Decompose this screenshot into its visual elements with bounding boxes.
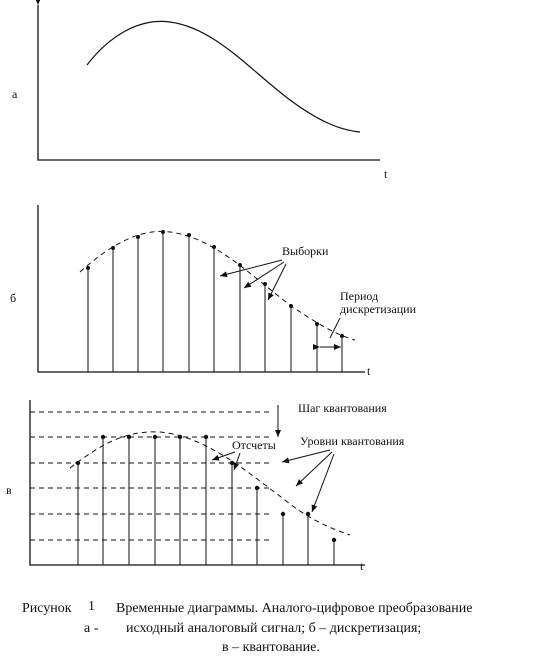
sample-dot	[315, 322, 319, 326]
panel-b: б t Выборки Период дискретизации	[10, 205, 417, 378]
caption-figure: Рисунок	[22, 601, 72, 616]
axis-label: t	[367, 364, 371, 378]
sample-dot	[331, 537, 337, 543]
caption-line: исходный аналоговый сигнал; б – дискрети…	[126, 621, 421, 636]
caption-title: Временные диаграммы. Аналого-цифровое пр…	[116, 601, 472, 616]
sample-dot	[161, 230, 165, 234]
axes	[37, 205, 365, 373]
sample-dot	[100, 434, 106, 440]
levels-label: Уровни квантования	[300, 434, 405, 448]
period-label: Период	[340, 289, 378, 303]
axes	[29, 400, 365, 566]
caption-part-a: а -	[84, 621, 99, 636]
label: в	[6, 483, 12, 497]
sample-dot	[212, 245, 216, 249]
period-label: дискретизации	[340, 302, 417, 316]
caption-number: 1	[88, 599, 95, 614]
signal	[86, 20, 361, 133]
panel-c: в t Шаг квантования Отсчеты Уровни квант…	[6, 400, 405, 573]
sample-dot	[187, 233, 191, 237]
sample-dot	[289, 304, 293, 308]
sample-dot	[229, 460, 235, 466]
sample-dot	[177, 434, 183, 440]
sample-dot	[152, 434, 158, 440]
sample-dot	[238, 263, 242, 267]
panel-a: а t	[12, 0, 388, 181]
sample-dot	[111, 246, 115, 250]
sample-dot	[203, 434, 209, 440]
label: а	[12, 87, 18, 101]
sample-dot	[254, 485, 260, 491]
sample-dot	[280, 511, 286, 517]
sample-dot	[136, 235, 140, 239]
axes	[34, 0, 380, 161]
axis-label: t	[384, 167, 388, 181]
signal	[79, 230, 356, 341]
samples-label: Выборки	[282, 244, 329, 258]
sample-dot	[86, 266, 90, 270]
caption-line: в – квантование.	[222, 640, 320, 655]
step-label: Шаг квантования	[298, 401, 387, 415]
sample-dot	[340, 334, 344, 338]
label: б	[10, 291, 16, 305]
sample-dot	[305, 511, 311, 517]
sample-dot	[263, 282, 267, 286]
signal	[69, 431, 351, 536]
sample-dot	[126, 434, 132, 440]
sample-dot	[75, 460, 81, 466]
counts-label: Отсчеты	[232, 438, 276, 452]
axis-label: t	[360, 559, 364, 573]
